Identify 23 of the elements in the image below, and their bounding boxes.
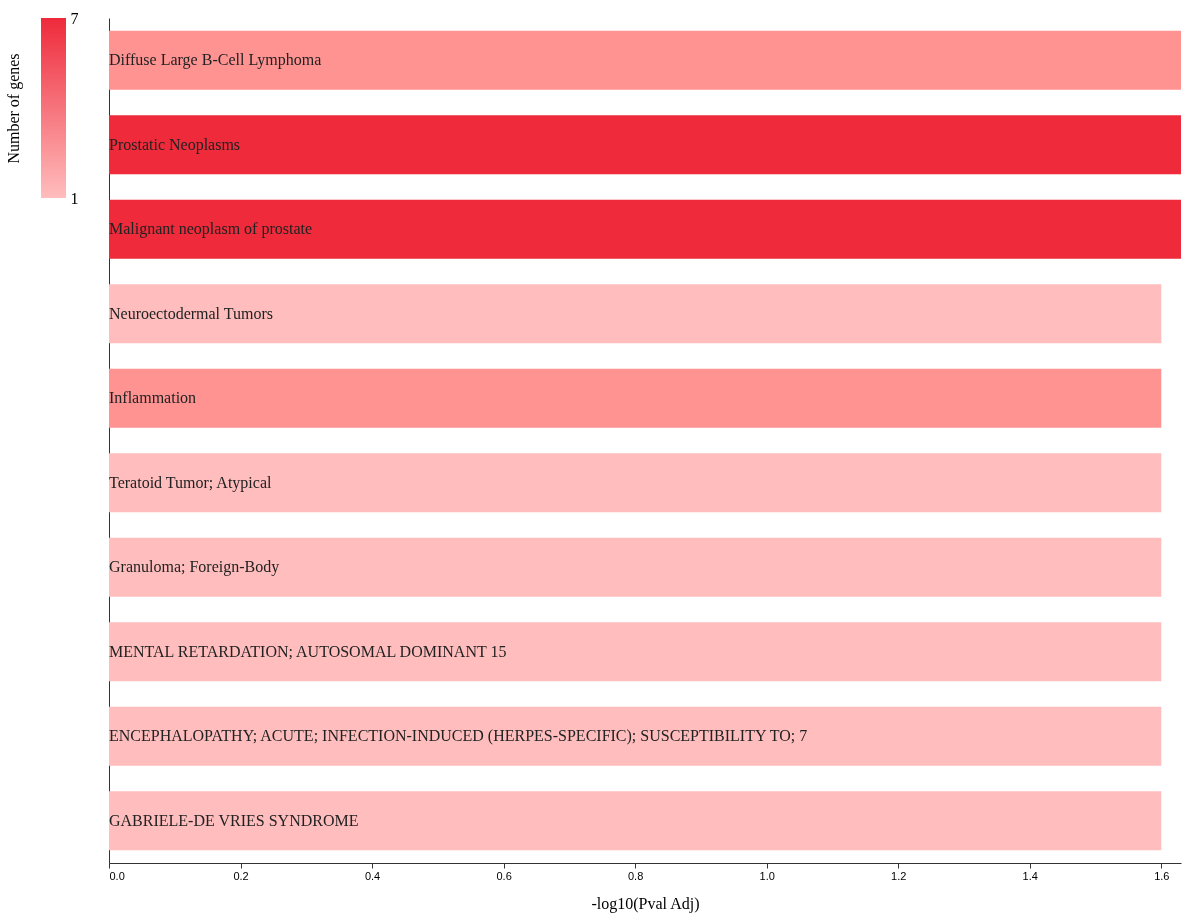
y-tick-label: Prostatic Neoplasms: [109, 135, 241, 154]
y-tick-label: Teratoid Tumor; Atypical: [109, 473, 272, 492]
color-bar-label: 1: [70, 189, 79, 207]
y-tick-label: MENTAL RETARDATION; AUTOSOMAL DOMINANT 15: [109, 642, 507, 660]
x-tick-label: 1.4: [1022, 869, 1038, 882]
y-tick-label: ENCEPHALOPATHY; ACUTE; INFECTION-INDUCED (HERPES-SPECIFIC); SUSCEPTIBILITY TO; 7: [109, 727, 808, 746]
x-tick-label: 0.6: [496, 869, 512, 882]
x-tick-label: 0.8: [627, 869, 644, 882]
y-tick-label: Neuroectodermal Tumors: [109, 304, 273, 322]
color-bar-title: Number of genes: [4, 53, 23, 164]
y-tick-label: Diffuse Large B-Cell Lymphoma: [109, 51, 322, 70]
x-tick-label: 0.2: [233, 869, 249, 882]
x-tick-label: 0.4: [364, 869, 381, 882]
x-tick-label: 1.0: [759, 869, 775, 882]
x-tick-label: 1.6: [1154, 869, 1170, 882]
y-tick-label: Malignant neoplasm of prostate: [109, 220, 313, 239]
y-tick-label: Inflammation: [109, 389, 197, 407]
x-tick-label: 1.2: [891, 869, 907, 882]
x-tick-label: 0.0: [109, 869, 125, 882]
y-tick-label: Granuloma; Foreign-Body: [109, 558, 280, 577]
y-tick-label: GABRIELE-DE VRIES SYNDROME: [109, 811, 359, 829]
color-bar-label: 7: [70, 9, 79, 27]
x-axis-title: -log10(Pval Adj): [591, 894, 700, 913]
